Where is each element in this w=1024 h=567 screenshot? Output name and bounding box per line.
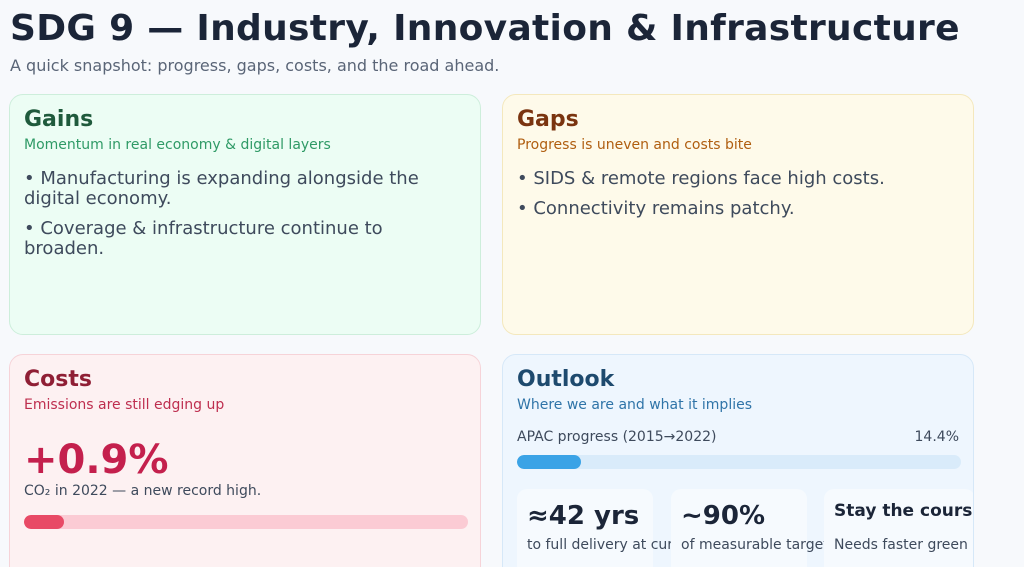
emissions-note: CO₂ in 2022 — a new record high. — [24, 483, 262, 499]
gains-subtitle: Momentum in real economy & digital layer… — [24, 137, 331, 153]
gaps-card: Gaps Progress is uneven and costs bite •… — [502, 94, 974, 335]
costs-title: Costs — [24, 367, 92, 392]
page-title: SDG 9 — Industry, Innovation & Infrastru… — [10, 8, 960, 49]
gaps-bullet: • SIDS & remote regions face high costs. — [517, 168, 885, 189]
gaps-subtitle: Progress is uneven and costs bite — [517, 137, 752, 153]
gains-card: Gains Momentum in real economy & digital… — [9, 94, 481, 335]
outlook-card: Outlook Where we are and what it implies… — [502, 354, 974, 567]
progress-bar-track — [517, 455, 961, 469]
gaps-bullet: • Connectivity remains patchy. — [517, 198, 795, 219]
progress-value: 14.4% — [914, 429, 959, 445]
stat-value: ≈42 yrs — [527, 501, 640, 531]
emissions-bar-track — [24, 515, 468, 529]
progress-label: APAC progress (2015→2022) — [517, 429, 717, 445]
gains-bullet: • Coverage & infrastructure continue to … — [24, 218, 383, 259]
stat-card-years: ≈42 yrs to full delivery at current pace — [517, 489, 739, 567]
page-subtitle: A quick snapshot: progress, gaps, costs,… — [10, 56, 500, 75]
stat-label: Needs faster green industry — [834, 537, 973, 553]
outlook-subtitle: Where we are and what it implies — [517, 397, 753, 413]
stat-card-targets: ~90% of measurable targets at risk by 20… — [671, 489, 946, 567]
gains-title: Gains — [24, 107, 94, 132]
emissions-change-value: +0.9% — [24, 437, 169, 483]
stat-card-course: Stay the course? No Needs faster green i… — [824, 489, 973, 567]
gains-bullet: • Manufacturing is expanding alongside t… — [24, 168, 419, 209]
stat-heading: Stay the course? No — [834, 501, 973, 521]
emissions-bar-fill — [24, 515, 64, 529]
progress-bar-fill — [517, 455, 581, 469]
gains-bullet-list: • Manufacturing is expanding alongside t… — [24, 169, 460, 269]
gaps-bullet-list: • SIDS & remote regions face high costs.… — [517, 169, 953, 229]
gaps-title: Gaps — [517, 107, 579, 132]
costs-subtitle: Emissions are still edging up — [24, 397, 225, 413]
costs-card: Costs Emissions are still edging up +0.9… — [9, 354, 481, 567]
outlook-title: Outlook — [517, 367, 615, 392]
stat-value: ~90% — [681, 501, 766, 531]
